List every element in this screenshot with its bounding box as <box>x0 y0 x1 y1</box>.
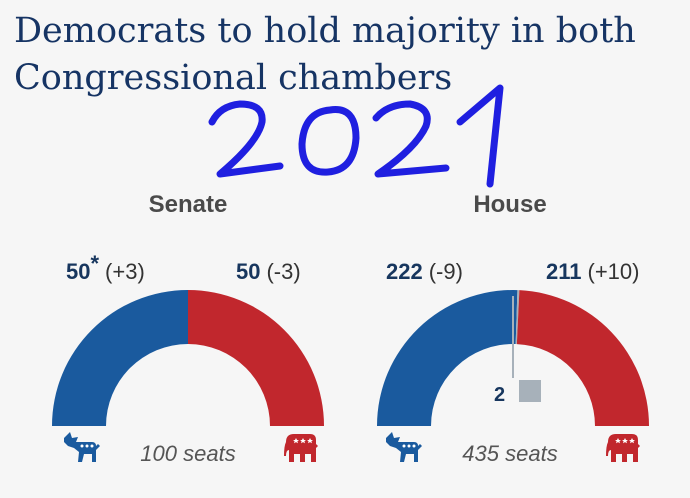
chart-title-line-1: Democrats to hold majority in both <box>14 11 636 51</box>
house-rep-count: 211 <box>546 259 582 284</box>
house-chart: House 222 (-9) 211 (+10) 2 435 seats <box>377 191 649 466</box>
senate-rep-label: 50 (-3) <box>236 259 301 284</box>
senate-title: Senate <box>149 191 228 218</box>
house-title: House <box>473 191 546 218</box>
elephant-icon <box>606 434 640 462</box>
house-dem-count: 222 <box>386 259 423 284</box>
house-vacant-count: 2 <box>494 384 505 406</box>
house-vacant-swatch <box>519 380 541 402</box>
senate-rep-change: (-3) <box>266 259 300 284</box>
senate-dem-count: 50 <box>66 259 90 284</box>
donkey-icon <box>64 432 100 462</box>
chart-title-line-2: Congressional chambers <box>14 58 453 98</box>
house-dem-label: 222 (-9) <box>386 259 463 284</box>
senate-rep-count: 50 <box>236 259 260 284</box>
house-vacant-arc <box>515 290 520 345</box>
donkey-icon <box>386 432 422 462</box>
chart-title: Democrats to hold majority in both Congr… <box>14 8 674 102</box>
house-dem-arc <box>377 289 518 426</box>
house-rep-arc <box>516 290 649 426</box>
senate-chart: Senate 50* (+3) 50 (-3) 100 seats <box>52 191 324 466</box>
house-rep-label: 211 (+10) <box>546 259 639 284</box>
house-total-seats: 435 seats <box>462 441 557 466</box>
senate-dem-label: 50* (+3) <box>66 251 145 284</box>
senate-dem-arc <box>52 290 188 426</box>
elephant-icon <box>284 434 318 462</box>
handwritten-annotation <box>208 84 504 188</box>
senate-rep-arc <box>188 290 324 426</box>
house-dem-change: (-9) <box>429 259 463 284</box>
senate-dem-change: (+3) <box>105 259 145 284</box>
house-rep-change: (+10) <box>588 259 640 284</box>
senate-total-seats: 100 seats <box>140 441 235 466</box>
senate-dem-marker: * <box>90 251 99 276</box>
